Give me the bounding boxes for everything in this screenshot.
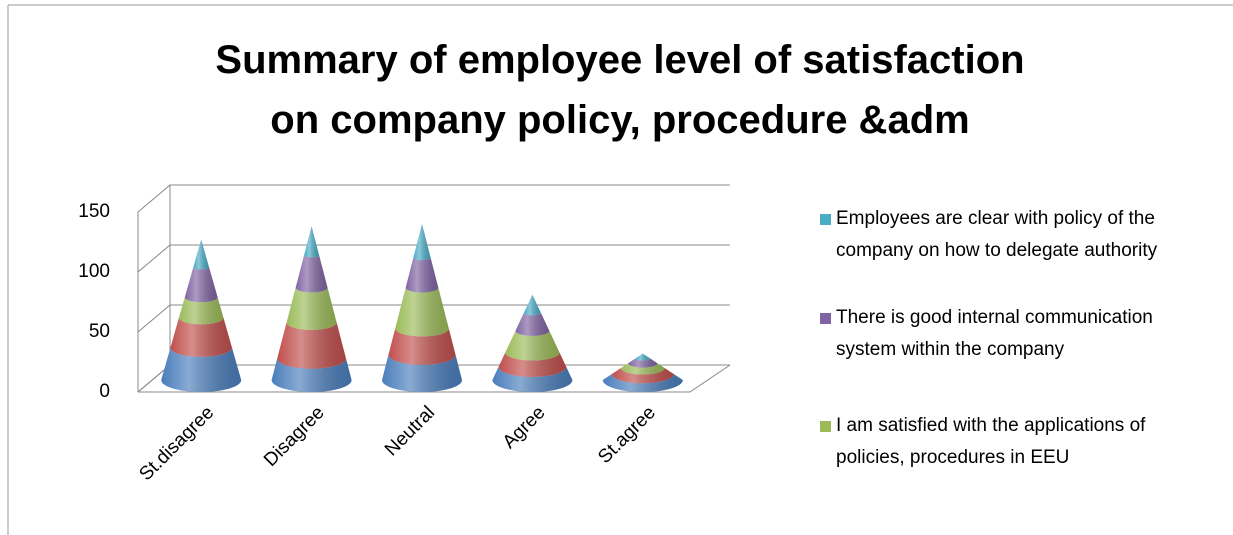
- legend-swatch: [820, 313, 831, 324]
- cone-shine: [184, 267, 218, 303]
- legend-item: I am satisfied with the applications of …: [820, 410, 1196, 474]
- cone-shine: [178, 297, 224, 325]
- x-tick-label: Agree: [499, 402, 550, 453]
- legend-swatch: [820, 214, 831, 225]
- cone-shine: [170, 317, 232, 357]
- cone-shine: [271, 358, 352, 392]
- cone-shine: [620, 363, 665, 375]
- cone-shine: [295, 255, 328, 293]
- cone-shine: [161, 347, 242, 392]
- floor-edge: [689, 364, 731, 393]
- cone-shine: [413, 224, 431, 261]
- legend-swatch: [820, 421, 831, 432]
- cone-shine: [388, 328, 456, 365]
- cone-shine: [193, 239, 210, 270]
- cone-shine: [635, 353, 651, 361]
- cone-shine: [628, 358, 658, 368]
- grid-line: [137, 244, 730, 273]
- grid-line: [137, 184, 730, 213]
- cone-shine: [304, 226, 320, 258]
- chart-title: Summary of employee level of satisfactio…: [215, 38, 1024, 142]
- cone-shine: [505, 330, 560, 361]
- cone-shine: [498, 352, 567, 377]
- legend-item: Employees are clear with policy of the c…: [820, 203, 1196, 267]
- cone-shine: [611, 368, 674, 384]
- legend-label: There is good internal communication sys…: [836, 307, 1153, 360]
- cone-shine: [277, 322, 346, 369]
- cone-shine: [395, 287, 449, 337]
- x-tick-label: Neutral: [381, 402, 439, 460]
- x-tick-label: St.agree: [594, 402, 660, 468]
- x-tick-label: St.disagree: [135, 402, 218, 485]
- cone-shine: [405, 257, 439, 293]
- y-tick-label: 100: [78, 261, 110, 282]
- cone-shine: [382, 354, 462, 392]
- y-tick-label: 0: [99, 381, 110, 402]
- legend-item: There is good internal communication sys…: [820, 302, 1196, 366]
- cone-shine: [492, 366, 573, 392]
- x-tick-label: Disagree: [260, 402, 329, 471]
- y-tick-label: 50: [89, 321, 110, 342]
- cone-shine: [286, 287, 337, 330]
- cone-shine: [602, 374, 683, 392]
- grid-line: [137, 304, 730, 333]
- cone-shine: [523, 294, 541, 316]
- y-tick-label: 150: [78, 201, 110, 222]
- legend-label: Employees are clear with policy of the c…: [836, 208, 1158, 261]
- cone-shine: [515, 312, 550, 336]
- legend-label: I am satisfied with the applications of …: [836, 415, 1146, 468]
